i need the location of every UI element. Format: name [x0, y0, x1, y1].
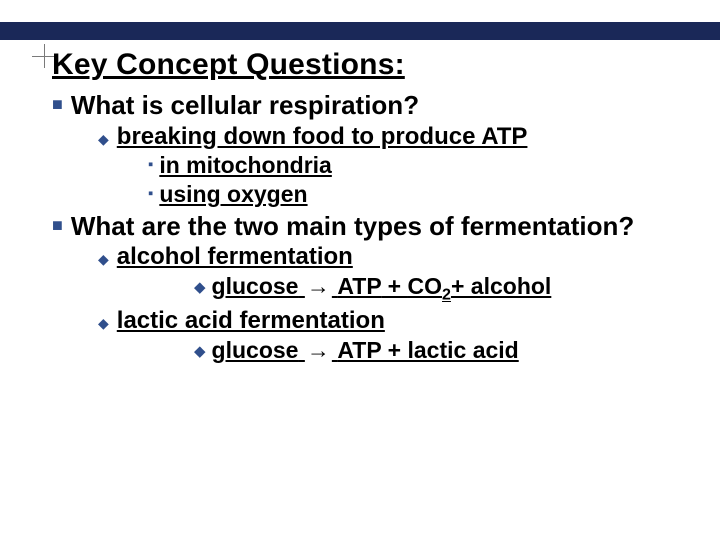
question-text: What are the two main types of fermentat… — [71, 211, 634, 242]
list-item: ■ What is cellular respiration? — [52, 90, 690, 121]
list-item: ▪ in mitochondria — [148, 152, 690, 180]
diamond-bullet-icon: ◆ — [98, 251, 109, 268]
equation-part: CO — [408, 273, 443, 299]
diamond-bullet-icon: ◆ — [98, 315, 109, 332]
equation-text: glucose → ATP + lactic acid — [212, 337, 519, 365]
page-title: Key Concept Questions: — [52, 48, 405, 82]
square-bullet-icon: ■ — [52, 94, 63, 115]
detail-text: using oxygen — [159, 181, 307, 209]
equation-text: glucose → ATP + CO2+ alcohol — [212, 273, 552, 305]
diamond-bullet-icon: ◆ — [194, 342, 206, 360]
list-item: ◆ glucose → ATP + CO2+ alcohol — [194, 273, 690, 305]
list-item: ▪ using oxygen — [148, 181, 690, 209]
list-item: ◆ alcohol fermentation — [98, 243, 690, 272]
answer-text: alcohol fermentation — [117, 243, 353, 272]
equation-rhs: ATP + lactic acid — [337, 337, 518, 363]
equation-part: + alcohol — [451, 273, 551, 299]
subscript: 2 — [442, 286, 451, 304]
answer-text: breaking down food to produce ATP — [117, 123, 528, 152]
diamond-bullet-icon: ◆ — [194, 278, 206, 296]
question-text: What is cellular respiration? — [71, 90, 419, 121]
arrow-icon: → — [307, 337, 330, 365]
equation-lhs: glucose — [212, 337, 299, 363]
equation-lhs: glucose — [212, 273, 299, 299]
square-bullet-icon: ▪ — [148, 156, 153, 173]
detail-text: in mitochondria — [159, 152, 332, 180]
list-item: ■ What are the two main types of ferment… — [52, 211, 690, 242]
diamond-bullet-icon: ◆ — [98, 131, 109, 148]
list-item: ◆ breaking down food to produce ATP — [98, 123, 690, 152]
content-area: ■ What is cellular respiration? ◆ breaki… — [52, 88, 690, 364]
square-bullet-icon: ▪ — [148, 185, 153, 202]
list-item: ◆ lactic acid fermentation — [98, 307, 690, 336]
answer-text: lactic acid fermentation — [117, 307, 385, 336]
equation-part: ATP — [337, 273, 381, 299]
list-item: ◆ glucose → ATP + lactic acid — [194, 337, 690, 365]
square-bullet-icon: ■ — [52, 215, 63, 236]
arrow-icon: → — [307, 273, 330, 301]
header-bar — [0, 22, 720, 40]
